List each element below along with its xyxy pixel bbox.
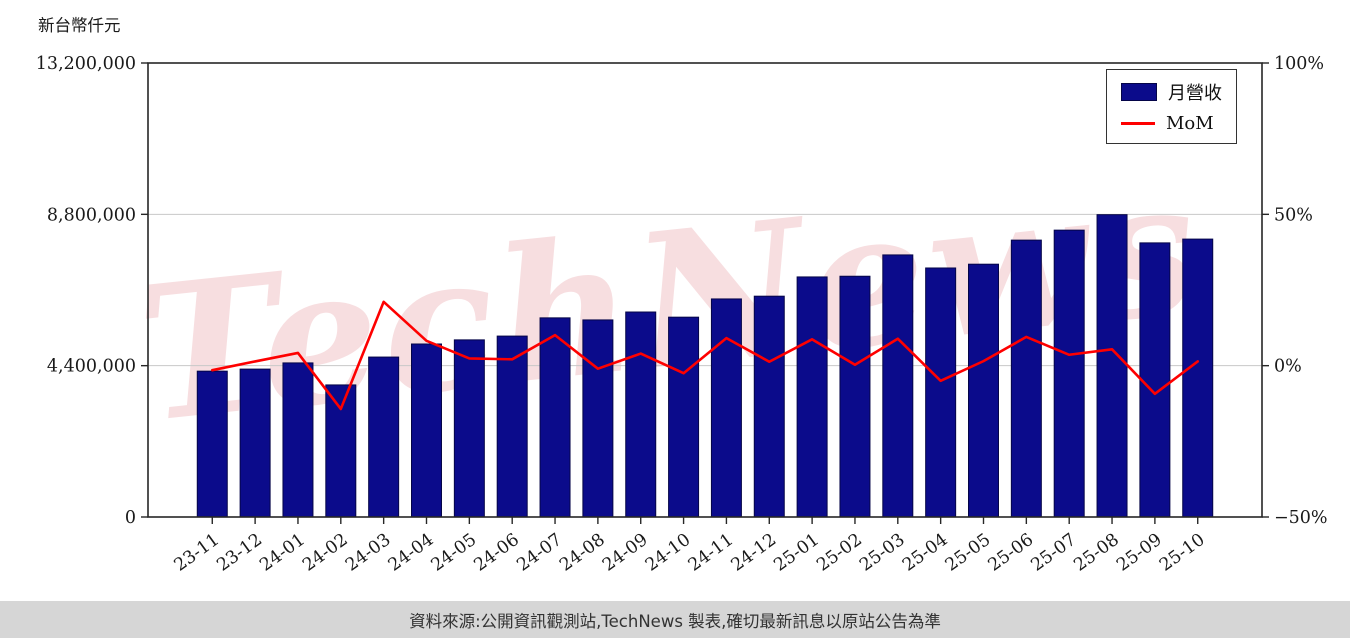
- revenue-bar: [325, 384, 357, 518]
- tick-label: 24-01: [256, 530, 309, 576]
- tick-label: 24-03: [342, 530, 395, 576]
- tick-label: 4,400,000: [47, 357, 136, 377]
- revenue-bar: [796, 276, 828, 518]
- tick-label: 24-11: [685, 530, 738, 576]
- legend-mom-label: MoM: [1166, 113, 1214, 134]
- revenue-bar: [625, 311, 657, 518]
- revenue-bar: [1096, 214, 1128, 518]
- tick-label: 25-04: [899, 530, 952, 576]
- tick-label: 0: [125, 508, 136, 528]
- tick-label: 50%: [1274, 205, 1313, 225]
- chart-legend: 月營收 MoM: [1106, 69, 1237, 144]
- revenue-bar: [1053, 229, 1085, 518]
- tick-label: 24-02: [299, 530, 352, 576]
- source-footer: 資料來源:公開資訊觀測站,TechNews 製表,確切最新訊息以原站公告為準: [0, 601, 1350, 638]
- revenue-bar: [453, 339, 485, 518]
- tick-label: 25-03: [856, 530, 909, 576]
- tick-label: 13,200,000: [36, 54, 136, 74]
- tick-label: 25-09: [1113, 530, 1166, 576]
- tick-label: 24-07: [513, 530, 566, 576]
- tick-label: 25-10: [1156, 530, 1209, 576]
- revenue-bar-swatch: [1121, 83, 1157, 101]
- tick-label: 24-09: [599, 530, 652, 576]
- revenue-bar: [582, 319, 614, 518]
- revenue-bar: [925, 267, 957, 518]
- mom-line: [210, 300, 1200, 411]
- legend-revenue-label: 月營收: [1168, 83, 1222, 104]
- mom-line-swatch: [1121, 122, 1155, 125]
- tick-label: 24-06: [471, 530, 524, 576]
- revenue-bar: [882, 254, 914, 518]
- tick-label: 0%: [1274, 357, 1302, 377]
- revenue-bar: [496, 335, 528, 518]
- tick-label: 25-07: [1028, 530, 1081, 576]
- revenue-bar: [282, 362, 314, 518]
- tick-label: 25-06: [985, 530, 1038, 576]
- tick-label: 25-02: [813, 530, 866, 576]
- revenue-bar: [239, 368, 271, 518]
- revenue-bar: [1010, 239, 1042, 518]
- tick-label: 25-08: [1070, 530, 1123, 576]
- tick-label: 25-05: [942, 530, 995, 576]
- tick-label: 24-10: [642, 530, 695, 576]
- revenue-bar: [411, 343, 442, 518]
- tick-label: 24-12: [728, 530, 781, 576]
- tick-label: 23-11: [171, 530, 224, 576]
- tick-label: 24-04: [385, 530, 438, 576]
- left-axis-title: 新台幣仟元: [38, 16, 121, 35]
- legend-item-revenue: 月營收: [1121, 79, 1222, 105]
- revenue-bar: [1139, 242, 1171, 518]
- tick-label: 24-08: [556, 530, 609, 576]
- revenue-bar: [753, 295, 785, 518]
- revenue-bar: [539, 317, 571, 518]
- tick-label: 8,800,000: [47, 205, 136, 225]
- revenue-mom-chart: 0 4,400,000 8,800,000 13,200,000 −50% 0% 50% 10…: [36, 54, 1328, 576]
- tick-label: 25-01: [770, 530, 823, 576]
- revenue-bar: [196, 370, 228, 518]
- legend-item-mom: MoM: [1121, 113, 1222, 134]
- tick-label: −50%: [1274, 508, 1328, 528]
- revenue-bar: [668, 316, 700, 518]
- revenue-bar: [368, 356, 400, 518]
- tick-label: 23-12: [213, 530, 266, 576]
- tick-label: 100%: [1274, 54, 1324, 74]
- revenue-bar: [839, 275, 871, 518]
- plot-border: [147, 62, 1263, 518]
- tick-label: 24-05: [428, 530, 481, 576]
- revenue-bar: [710, 298, 742, 518]
- revenue-bar: [968, 263, 999, 518]
- revenue-bar: [1182, 238, 1214, 518]
